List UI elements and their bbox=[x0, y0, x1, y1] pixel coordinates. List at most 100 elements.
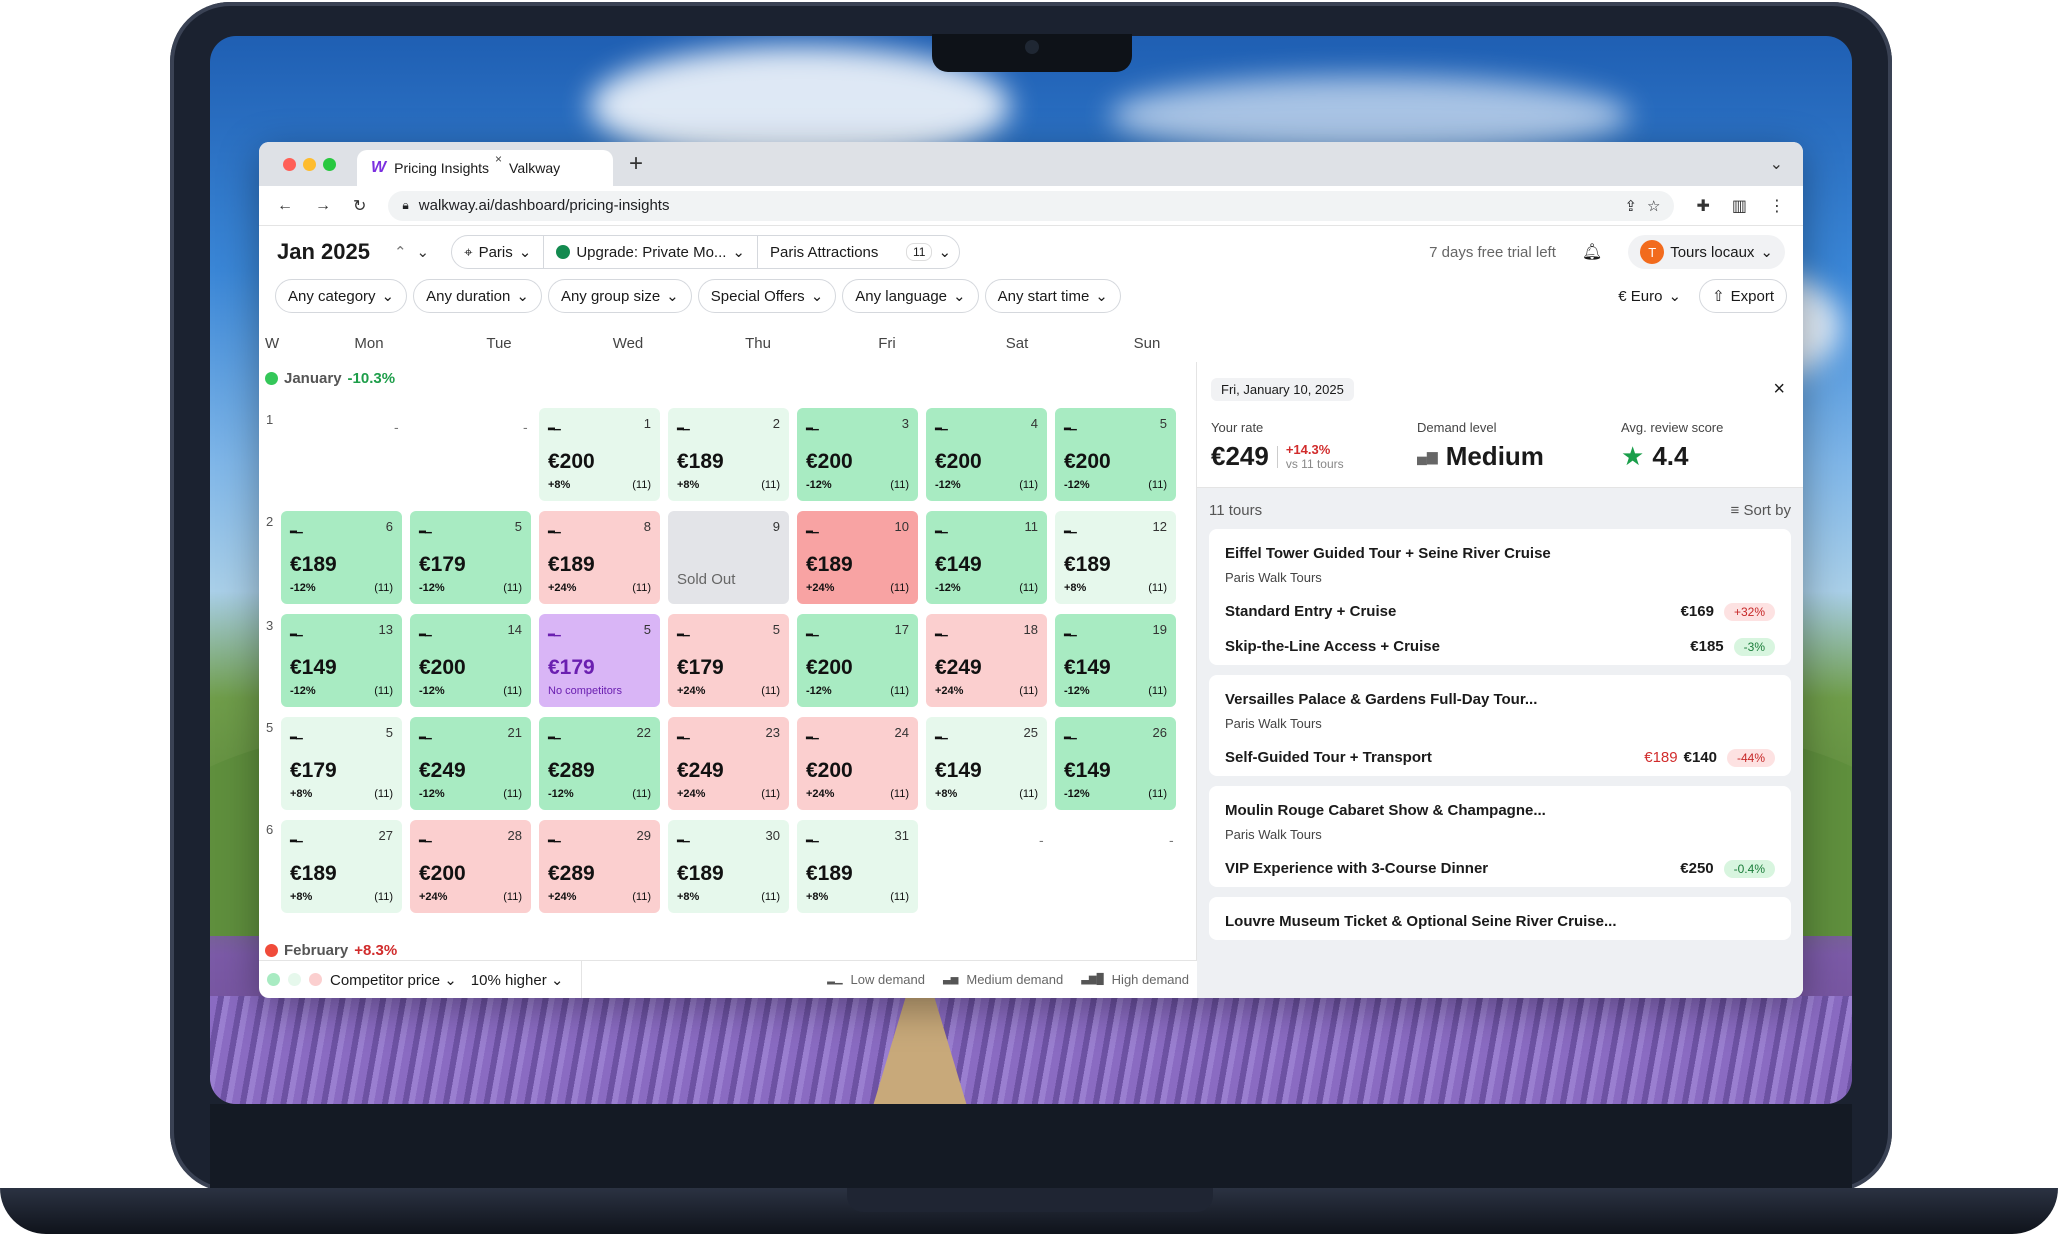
group-size-filter[interactable]: Any group size ⌄ bbox=[547, 279, 692, 313]
day-price: €179 bbox=[290, 759, 337, 782]
prev-month-icon[interactable]: ⌃ bbox=[393, 244, 407, 261]
competitor-price-select[interactable]: Competitor price ⌄ bbox=[330, 971, 457, 989]
day-number: 24 bbox=[894, 725, 909, 740]
calendar-day-cell[interactable]: 9 Sold Out bbox=[668, 511, 789, 604]
language-filter[interactable]: Any language ⌄ bbox=[842, 279, 979, 313]
forward-icon[interactable]: → bbox=[315, 196, 331, 214]
tour-card[interactable]: Versailles Palace & Gardens Full-Day Tou… bbox=[1209, 675, 1791, 776]
day-change: +24% bbox=[935, 685, 964, 697]
close-panel-icon[interactable]: × bbox=[1773, 378, 1785, 400]
special-offers-filter[interactable]: Special Offers ⌄ bbox=[697, 279, 837, 313]
calendar-day-cell[interactable]: ▂▁ 11 €149 -12% (11) bbox=[926, 511, 1047, 604]
browser-menu-icon[interactable]: ⋮ bbox=[1769, 197, 1785, 215]
day-price: €200 bbox=[419, 656, 466, 679]
calendar-day-cell[interactable]: ▂▁ 22 €289 -12% (11) bbox=[539, 717, 660, 810]
calendar-day-cell[interactable]: ▂▁ 4 €200 -12% (11) bbox=[926, 408, 1047, 501]
calendar-day-cell[interactable]: ▂▁ 5 €200 -12% (11) bbox=[1055, 408, 1176, 501]
day-number: 18 bbox=[1023, 622, 1038, 637]
day-competitor-count: (11) bbox=[890, 582, 909, 594]
calendar-day-cell[interactable]: ▂▁ 26 €149 -12% (11) bbox=[1055, 717, 1176, 810]
url-field[interactable]: 🔒︎ walkway.ai/dashboard/pricing-insights… bbox=[388, 190, 1675, 221]
calendar-day-cell[interactable]: ▂▁ 14 €200 -12% (11) bbox=[410, 614, 531, 707]
currency-select[interactable]: € Euro ⌄ bbox=[1606, 279, 1694, 313]
calendar-day-cell[interactable]: ▂▁ 13 €149 -12% (11) bbox=[281, 614, 402, 707]
tour-option[interactable]: Self-Guided Tour + Transport €189 €140 -44% bbox=[1225, 749, 1775, 767]
duration-filter[interactable]: Any duration ⌄ bbox=[413, 279, 542, 313]
calendar-day-cell[interactable]: ▂▁ 23 €249 +24% (11) bbox=[668, 717, 789, 810]
calendar-day-cell[interactable]: ▂▁ 17 €200 -12% (11) bbox=[797, 614, 918, 707]
calendar-day-cell[interactable]: ▂▁ 5 €179 -12% (11) bbox=[410, 511, 531, 604]
calendar-day-cell[interactable]: ▂▁ 8 €189 +24% (11) bbox=[539, 511, 660, 604]
threshold-select[interactable]: 10% higher ⌄ bbox=[470, 971, 564, 989]
pricing-calendar: January -10.3% February +8.3% 1 2 3 5 6 … bbox=[259, 362, 1197, 960]
day-change: +8% bbox=[1064, 582, 1087, 594]
competitor-set-select[interactable]: Paris Attractions 11 ⌄ bbox=[770, 243, 952, 261]
account-menu[interactable]: T Tours locaux ⌄ bbox=[1628, 235, 1785, 269]
next-month-icon[interactable]: ⌄ bbox=[416, 244, 430, 261]
day-number: 26 bbox=[1152, 725, 1167, 740]
calendar-day-cell[interactable]: ▂▁ 6 €189 -12% (11) bbox=[281, 511, 402, 604]
day-number: 21 bbox=[507, 725, 522, 740]
start-time-filter[interactable]: Any start time ⌄ bbox=[984, 279, 1121, 313]
calendar-day-cell[interactable]: ▂▁ 31 €189 +8% (11) bbox=[797, 820, 918, 913]
calendar-day-cell[interactable]: ▂▁ 25 €149 +8% (11) bbox=[926, 717, 1047, 810]
sidepanel-icon[interactable]: ▥ bbox=[1731, 197, 1747, 215]
product-select[interactable]: Upgrade: Private Mo... ⌄ bbox=[544, 236, 758, 268]
category-filter[interactable]: Any category ⌄ bbox=[275, 279, 408, 313]
day-change: +8% bbox=[290, 891, 313, 903]
day-number: 6 bbox=[385, 519, 393, 534]
calendar-day-cell[interactable]: ▂▁ 28 €200 +24% (11) bbox=[410, 820, 531, 913]
calendar-day-cell[interactable]: ▂▁ 5 €179 No competitors bbox=[539, 614, 660, 707]
tour-card[interactable]: Eiffel Tower Guided Tour + Seine River C… bbox=[1209, 529, 1791, 665]
calendar-day-cell[interactable]: ▂▁ 2 €189 +8% (11) bbox=[668, 408, 789, 501]
day-change: -12% bbox=[806, 685, 832, 697]
calendar-day-cell[interactable]: ▂▁ 29 €289 +24% (11) bbox=[539, 820, 660, 913]
close-window-icon[interactable] bbox=[283, 158, 296, 171]
export-button[interactable]: ⇧ Export bbox=[1699, 279, 1787, 313]
day-number: 28 bbox=[507, 828, 522, 843]
tour-card[interactable]: Moulin Rouge Cabaret Show & Champagne...… bbox=[1209, 786, 1791, 887]
day-change: +24% bbox=[419, 891, 448, 903]
weekday-label: Sun bbox=[1133, 335, 1161, 352]
demand-bars-icon: ▂▁ bbox=[290, 832, 303, 842]
tour-card[interactable]: Louvre Museum Ticket & Optional Seine Ri… bbox=[1209, 897, 1791, 940]
calendar-day-cell[interactable]: ▂▁ 24 €200 +24% (11) bbox=[797, 717, 918, 810]
back-icon[interactable]: ← bbox=[277, 196, 293, 214]
maximize-window-icon[interactable] bbox=[323, 158, 336, 171]
calendar-day-cell[interactable]: ▂▁ 18 €249 +24% (11) bbox=[926, 614, 1047, 707]
calendar-day-cell[interactable]: ▂▁ 12 €189 +8% (11) bbox=[1055, 511, 1176, 604]
calendar-day-cell[interactable]: ▂▁ 1 €200 +8% (11) bbox=[539, 408, 660, 501]
extensions-icon[interactable]: ✚ bbox=[1696, 197, 1710, 215]
sort-button[interactable]: ≡ Sort by bbox=[1730, 502, 1791, 519]
new-tab-icon[interactable]: + bbox=[629, 150, 644, 177]
tour-option[interactable]: VIP Experience with 3-Course Dinner €250-… bbox=[1225, 860, 1775, 878]
day-number: 25 bbox=[1023, 725, 1038, 740]
demand-bars-icon: ▂▁ bbox=[677, 626, 690, 636]
close-tab-icon[interactable]: × bbox=[495, 152, 503, 166]
day-price: €200 bbox=[935, 450, 982, 473]
day-change: +24% bbox=[806, 582, 835, 594]
calendar-day-cell[interactable]: ▂▁ 5 €179 +24% (11) bbox=[668, 614, 789, 707]
tour-option[interactable]: Standard Entry + Cruise €169 +32% bbox=[1225, 603, 1775, 621]
calendar-day-cell[interactable]: ▂▁ 30 €189 +8% (11) bbox=[668, 820, 789, 913]
day-number: 14 bbox=[507, 622, 522, 637]
city-select[interactable]: ⌖ Paris ⌄ bbox=[452, 236, 545, 268]
reload-icon[interactable]: ↻ bbox=[353, 197, 367, 215]
notifications-bell-icon[interactable]: 🔔︎ bbox=[1581, 244, 1603, 261]
day-number: 5 bbox=[772, 622, 780, 637]
day-competitor-count: (11) bbox=[503, 685, 522, 697]
share-icon[interactable]: ⇪ bbox=[1624, 197, 1638, 215]
calendar-day-cell[interactable]: ▂▁ 21 €249 -12% (11) bbox=[410, 717, 531, 810]
day-price: €249 bbox=[677, 759, 724, 782]
calendar-day-cell[interactable]: ▂▁ 3 €200 -12% (11) bbox=[797, 408, 918, 501]
bookmark-star-icon[interactable]: ☆ bbox=[1647, 197, 1661, 215]
calendar-day-cell[interactable]: ▂▁ 27 €189 +8% (11) bbox=[281, 820, 402, 913]
browser-tab[interactable]: W Pricing Insights × Valkway bbox=[357, 150, 613, 186]
calendar-day-cell[interactable]: ▂▁ 10 €189 +24% (11) bbox=[797, 511, 918, 604]
tour-option[interactable]: Skip-the-Line Access + Cruise €185 -3% bbox=[1225, 638, 1775, 656]
calendar-day-cell[interactable]: ▂▁ 19 €149 -12% (11) bbox=[1055, 614, 1176, 707]
minimize-window-icon[interactable] bbox=[303, 158, 316, 171]
tab-list-chevron-icon[interactable]: ⌄ bbox=[1769, 156, 1783, 173]
calendar-day-cell[interactable]: ▂▁ 5 €179 +8% (11) bbox=[281, 717, 402, 810]
day-competitor-count: (11) bbox=[1019, 479, 1038, 491]
